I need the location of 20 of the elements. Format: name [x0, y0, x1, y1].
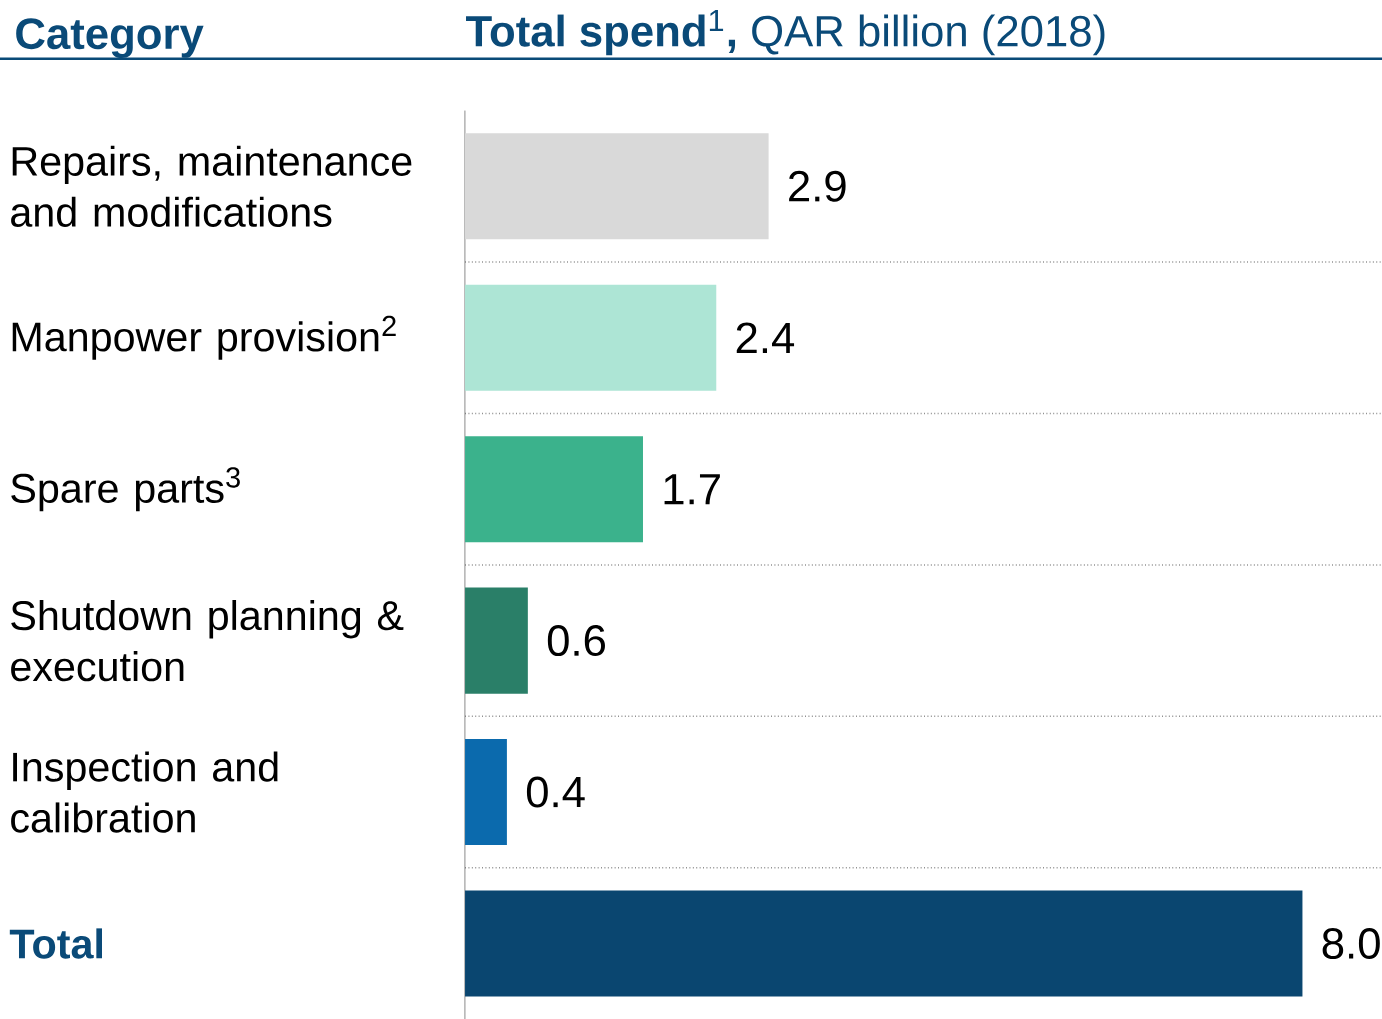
- y-tick-label: Manpower provision$^{2}$: [12, 315, 396, 360]
- data-label: 2.4: [736, 322, 795, 353]
- data-label: 2.9: [789, 170, 846, 202]
- data-label: 0.4: [526, 776, 585, 808]
- y-tick-label: Shutdown planning & execution: [11, 599, 404, 682]
- y-tick-label: Inspection and calibration: [11, 751, 278, 833]
- bar: [465, 284, 717, 391]
- bar: [465, 587, 528, 694]
- data-label: 8.0: [1322, 927, 1380, 959]
- y-axis-title: Category: [16, 18, 204, 58]
- bar: [465, 133, 769, 240]
- bar: [465, 890, 1303, 997]
- data-label: 1.7: [664, 474, 720, 505]
- chart-title: Total spend$^{1}$, QAR billion (2018): [466, 9, 1105, 56]
- bar: [465, 436, 643, 543]
- y-tick-label: Spare parts$^{3}$: [11, 467, 240, 512]
- y-tick-label: Repairs, maintenance and modifications: [11, 145, 412, 227]
- data-label: 0.6: [547, 625, 605, 656]
- bar: [465, 738, 507, 845]
- y-tick-label: Total: [9, 928, 102, 959]
